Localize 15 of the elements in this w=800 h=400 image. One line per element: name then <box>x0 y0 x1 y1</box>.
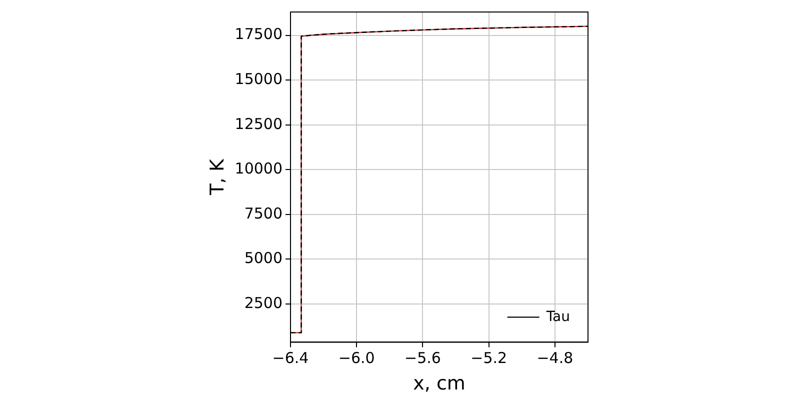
x-tick-label: −5.2 <box>470 349 508 368</box>
x-axis-title: x, cm <box>413 372 466 395</box>
y-tick-label: 10000 <box>234 160 283 178</box>
y-tick-label: 12500 <box>234 114 283 133</box>
x-tick-label: −6.4 <box>272 349 309 368</box>
x-tick-label: −4.8 <box>536 349 574 368</box>
y-tick-label: 5000 <box>244 249 283 268</box>
x-tick-label: −5.6 <box>404 349 441 368</box>
y-tick-label: 7500 <box>244 204 283 222</box>
legend-label: Tau <box>545 308 570 325</box>
y-axis-title: T, K <box>206 158 228 196</box>
y-tick-label: 15000 <box>234 70 283 88</box>
y-tick-label: 17500 <box>234 25 283 44</box>
x-tick-label: −6.0 <box>338 349 375 368</box>
y-tick-label: 2500 <box>244 294 283 312</box>
